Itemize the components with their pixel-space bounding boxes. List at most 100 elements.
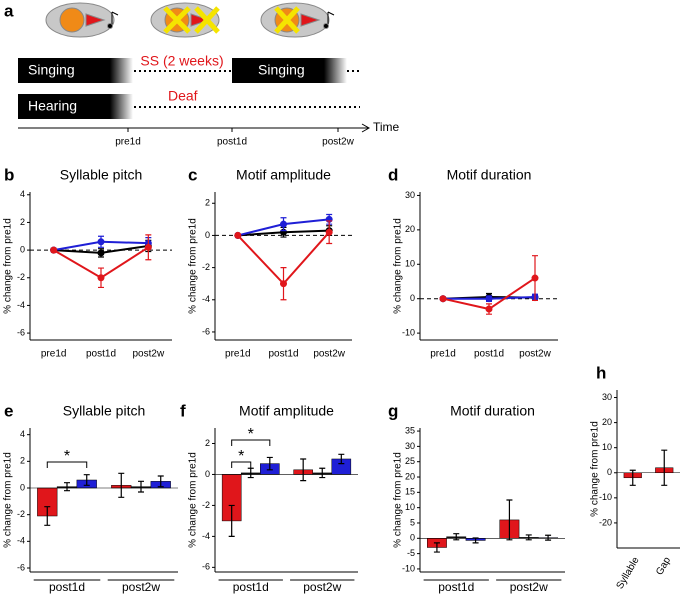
y-tick-label: 0 (205, 230, 210, 240)
x-tick-label: post1d (86, 349, 116, 360)
point (485, 305, 493, 313)
y-tick-label: -2 (202, 500, 210, 510)
y-tick-label: 5 (410, 517, 415, 527)
panel-letter: g (388, 401, 398, 420)
error-bar (453, 533, 460, 541)
y-tick-label: -4 (202, 531, 210, 541)
sig-star: * (248, 426, 254, 443)
singing-bar (18, 58, 133, 83)
panel-letter: h (596, 363, 606, 382)
x-tick-label: pre1d (41, 349, 67, 360)
x-tick-label: post1d (233, 580, 269, 594)
error-bar (300, 458, 307, 482)
x-tick-label: post1d (438, 580, 474, 594)
x-tick-label: post1d (268, 349, 298, 360)
y-tick-label: 20 (405, 224, 415, 234)
time-tick-label: post1d (217, 137, 247, 148)
x-tick-label: post2w (510, 580, 548, 594)
y-axis-label: % change from pre1d (188, 218, 199, 314)
y-axis-label: % change from pre1d (3, 218, 14, 314)
x-tick-label: pre1d (225, 349, 251, 360)
error-bar (118, 472, 125, 498)
deaf-label: Deaf (168, 88, 198, 104)
point (144, 243, 152, 251)
error-bar (157, 475, 164, 488)
y-tick-label: 0 (20, 244, 25, 254)
x-tick-label: post1d (49, 580, 85, 594)
point (97, 274, 105, 282)
y-tick-label: 35 (405, 425, 415, 435)
y-tick-label: -5 (407, 548, 415, 558)
error-bar (545, 534, 552, 541)
y-tick-label: 4 (20, 189, 25, 199)
panel-letter: c (188, 165, 197, 184)
chart-title: Syllable pitch (63, 403, 146, 419)
x-tick-label: post2w (519, 349, 551, 360)
time-label: Time (373, 120, 400, 134)
x-tick-label: post2w (122, 580, 160, 594)
y-tick-label: 4 (20, 429, 25, 439)
y-tick-label: 0 (410, 533, 415, 543)
y-tick-label: -10 (402, 327, 415, 337)
y-tick-label: 0 (20, 482, 25, 492)
x-tick-label: post2w (303, 580, 341, 594)
y-tick-label: -2 (17, 272, 25, 282)
y-tick-label: 10 (405, 259, 415, 269)
panel-letter: d (388, 165, 398, 184)
y-axis-label: % change from pre1d (590, 421, 601, 517)
error-bar (506, 499, 513, 541)
y-tick-label: 2 (205, 198, 210, 208)
y-tick-label: -4 (17, 300, 25, 310)
y-axis-label: % change from pre1d (393, 218, 404, 314)
y-tick-label: 25 (405, 456, 415, 466)
bar-label: Hearing (28, 98, 77, 114)
error-bar (64, 482, 70, 492)
y-tick-label: 0 (410, 293, 415, 303)
y-tick-label: 10 (405, 502, 415, 512)
y-tick-label: -6 (17, 562, 25, 572)
error-bar (266, 456, 273, 471)
bird-icons (45, 2, 335, 38)
bar-label: Singing (28, 62, 75, 78)
point (50, 246, 58, 254)
y-tick-label: -6 (202, 562, 210, 572)
point (325, 228, 333, 236)
point (439, 295, 447, 303)
error-bar (247, 467, 254, 479)
error-bar (525, 534, 532, 541)
point (97, 249, 105, 257)
y-tick-label: 10 (602, 442, 612, 452)
x-tick-label: Gap (654, 555, 673, 577)
point (234, 231, 242, 239)
x-tick-label: Syllable (615, 555, 642, 591)
surgery-label: SS (2 weeks) (140, 53, 223, 69)
time-tick-label: post2w (322, 137, 354, 148)
chart-title: Syllable pitch (60, 167, 143, 183)
y-tick-label: 20 (405, 471, 415, 481)
y-tick-label: -10 (402, 563, 415, 573)
point (280, 280, 287, 288)
y-tick-label: -2 (17, 509, 25, 519)
y-tick-label: -10 (599, 492, 612, 502)
y-tick-label: 2 (20, 456, 25, 466)
y-tick-label: 2 (205, 438, 210, 448)
y-axis-label: % change from pre1d (393, 452, 404, 548)
error-bar (433, 542, 440, 553)
error-bar (319, 467, 326, 479)
sig-star: * (238, 448, 244, 465)
time-tick-label: pre1d (115, 137, 141, 148)
point (280, 220, 287, 228)
panel-letter: f (180, 401, 186, 420)
y-tick-label: 30 (602, 392, 612, 402)
chart-title: Motif duration (450, 403, 535, 419)
y-tick-label: 15 (405, 487, 415, 497)
y-tick-label: 30 (405, 441, 415, 451)
y-tick-label: 0 (607, 467, 612, 477)
point (97, 238, 105, 246)
x-tick-label: pre1d (430, 349, 456, 360)
error-bar (661, 449, 668, 486)
error-bar (228, 504, 235, 537)
y-tick-label: -4 (202, 294, 210, 304)
x-tick-label: post2w (132, 349, 164, 360)
point (531, 274, 539, 282)
